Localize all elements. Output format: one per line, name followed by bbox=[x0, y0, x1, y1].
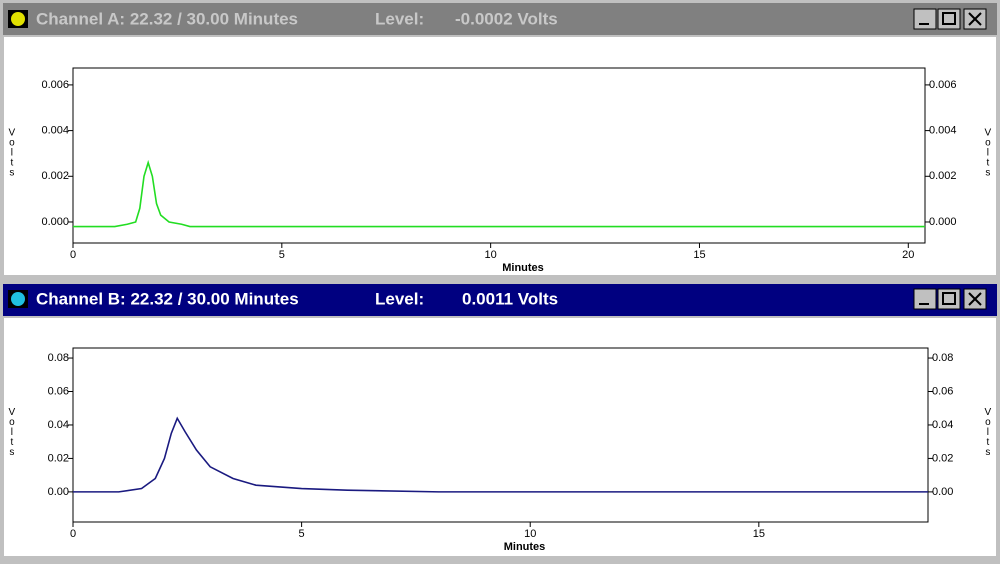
y-tick-label: 0.004 bbox=[41, 125, 69, 137]
level-label: Level: bbox=[375, 9, 424, 28]
y-tick-label: 0.06 bbox=[932, 385, 953, 397]
y-tick-label: 0.00 bbox=[48, 486, 69, 498]
y-tick-label: 0.04 bbox=[932, 419, 953, 431]
x-axis-label: Minutes bbox=[502, 262, 544, 274]
trace bbox=[73, 416, 928, 493]
x-tick-label: 15 bbox=[753, 528, 765, 540]
y-tick-label: 0.000 bbox=[41, 216, 69, 228]
y-tick-label: 0.002 bbox=[41, 170, 69, 182]
y-tick-label: 0.004 bbox=[929, 125, 957, 137]
y-axis-label: Volts bbox=[982, 407, 993, 457]
x-tick-label: 5 bbox=[279, 249, 285, 261]
level-value: -0.0002 Volts bbox=[455, 9, 558, 28]
x-tick-label: 0 bbox=[70, 528, 76, 540]
window-title: Channel A: 22.32 / 30.00 Minutes bbox=[36, 9, 298, 28]
y-tick-label: 0.08 bbox=[932, 352, 953, 364]
y-axis-label: Volts bbox=[6, 407, 17, 457]
button-glyphs bbox=[919, 12, 982, 306]
y-tick-label: 0.02 bbox=[48, 452, 69, 464]
y-axis-label: Volts bbox=[6, 128, 17, 178]
window-title: Channel B: 22.32 / 30.00 Minutes bbox=[36, 289, 299, 308]
x-tick-label: 15 bbox=[693, 249, 705, 261]
y-tick-label: 0.002 bbox=[929, 170, 957, 182]
y-tick-label: 0.08 bbox=[48, 352, 69, 364]
x-tick-label: 5 bbox=[299, 528, 305, 540]
y-tick-label: 0.006 bbox=[929, 79, 957, 91]
app-icon bbox=[11, 12, 25, 26]
minimize-button[interactable] bbox=[913, 288, 937, 310]
x-axis-label: Minutes bbox=[504, 541, 546, 553]
trace bbox=[73, 159, 925, 228]
x-tick-label: 10 bbox=[524, 528, 536, 540]
y-tick-label: 0.006 bbox=[41, 79, 69, 91]
y-tick-label: 0.06 bbox=[48, 385, 69, 397]
y-axis-label: Volts bbox=[982, 128, 993, 178]
x-tick-label: 0 bbox=[70, 249, 76, 261]
x-tick-label: 20 bbox=[902, 249, 914, 261]
plot-area bbox=[72, 67, 926, 244]
y-tick-label: 0.00 bbox=[932, 486, 953, 498]
y-tick-label: 0.04 bbox=[48, 419, 69, 431]
x-tick-label: 10 bbox=[485, 249, 497, 261]
title-bar bbox=[3, 284, 997, 316]
plot-area bbox=[72, 347, 929, 523]
y-tick-label: 0.02 bbox=[932, 452, 953, 464]
level-label: Level: bbox=[375, 289, 424, 308]
y-tick-label: 0.000 bbox=[929, 216, 957, 228]
app-icon bbox=[11, 292, 25, 306]
title-bar bbox=[3, 3, 997, 35]
minimize-button[interactable] bbox=[913, 8, 937, 30]
level-value: 0.0011 Volts bbox=[462, 289, 558, 308]
